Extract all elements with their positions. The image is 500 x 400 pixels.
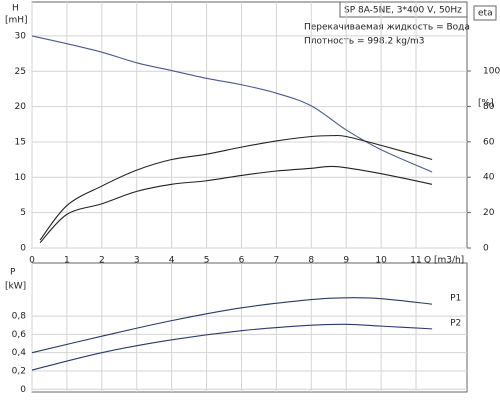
y-tick-label: 5	[20, 208, 26, 218]
y2-unit: [%]	[478, 99, 494, 109]
y-label: H	[12, 4, 19, 14]
y-tick-label: 0,8	[12, 312, 27, 322]
x-tick-label: 5	[204, 256, 210, 266]
title-box	[339, 1, 468, 18]
y2-tick-label: 0	[483, 244, 489, 254]
series-line	[39, 165, 433, 244]
chart-title: SP 8A-5NE, 3*400 V, 50Hz	[344, 6, 462, 16]
y-tick-label: 0,2	[12, 366, 26, 376]
y2-label: eta	[478, 9, 493, 19]
x-tick-label: 3	[134, 256, 140, 266]
y-unit: [mH]	[5, 16, 28, 26]
y-tick-label: 30	[15, 31, 27, 41]
x-tick-label: 11	[410, 256, 421, 266]
y-tick-label: 10	[15, 173, 27, 183]
y2-tick-label: 20	[483, 208, 495, 218]
y-unit: [kW]	[5, 282, 26, 292]
x-tick-label: 2	[99, 256, 105, 266]
series-line	[31, 35, 433, 173]
y-tick-label: 0,4	[12, 348, 27, 358]
x-label: Q [m3/h]	[424, 256, 464, 266]
x-tick-label: 4	[169, 256, 175, 266]
y2-tick-label: 40	[483, 173, 495, 183]
y-tick-label: 15	[15, 137, 26, 147]
label-box	[473, 5, 497, 21]
y2-tick-label: 80	[483, 102, 495, 112]
series-line	[31, 323, 433, 371]
y-tick-label: 0	[20, 385, 26, 395]
x-tick-label: 1	[64, 256, 70, 266]
x-tick-label: 10	[375, 256, 387, 266]
y2-tick-label: 100	[483, 67, 500, 77]
series-label: P2	[450, 318, 461, 328]
y-label: P	[10, 268, 16, 278]
y-tick-label: 0,6	[12, 330, 27, 340]
series-line	[39, 134, 433, 241]
y2-tick-label: 60	[483, 137, 495, 147]
y-tick-label: 0	[20, 244, 26, 254]
x-tick-label: 8	[308, 256, 314, 266]
x-tick-label: 6	[239, 256, 245, 266]
y-tick-label: 25	[15, 67, 26, 77]
x-tick-label: 0	[29, 256, 35, 266]
annotation: Перекачиваемая жидкость = Вода	[304, 23, 470, 33]
x-tick-label: 7	[274, 256, 280, 266]
series-line	[31, 297, 433, 354]
x-tick-label: 9	[343, 256, 349, 266]
annotation: Плотность = 998.2 kg/m3	[304, 37, 425, 47]
series-label: P1	[450, 294, 461, 304]
y-tick-label: 20	[15, 102, 27, 112]
